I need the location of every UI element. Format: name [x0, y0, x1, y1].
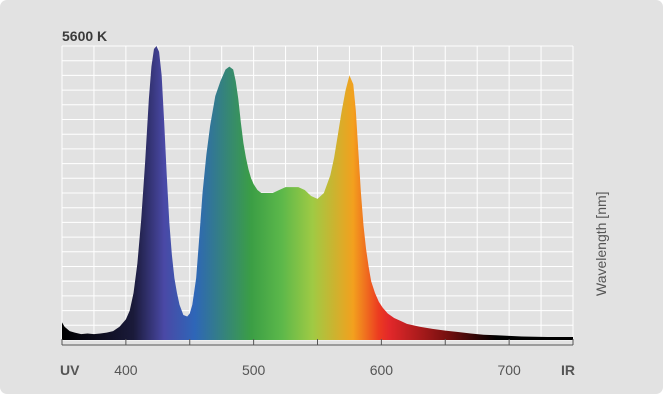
chart-title: 5600 K	[62, 28, 107, 44]
spectrum-area	[62, 46, 573, 340]
x-right-end-label: IR	[561, 362, 575, 378]
x-tick-label: 400	[114, 362, 138, 378]
y-axis-label: Wavelength [nm]	[593, 191, 609, 296]
x-tick-label: 500	[242, 362, 266, 378]
x-tick-label: 700	[497, 362, 521, 378]
x-tick-label: 600	[370, 362, 394, 378]
x-left-end-label: UV	[60, 362, 80, 378]
x-ticks: 400 500 600 700	[61, 339, 574, 378]
